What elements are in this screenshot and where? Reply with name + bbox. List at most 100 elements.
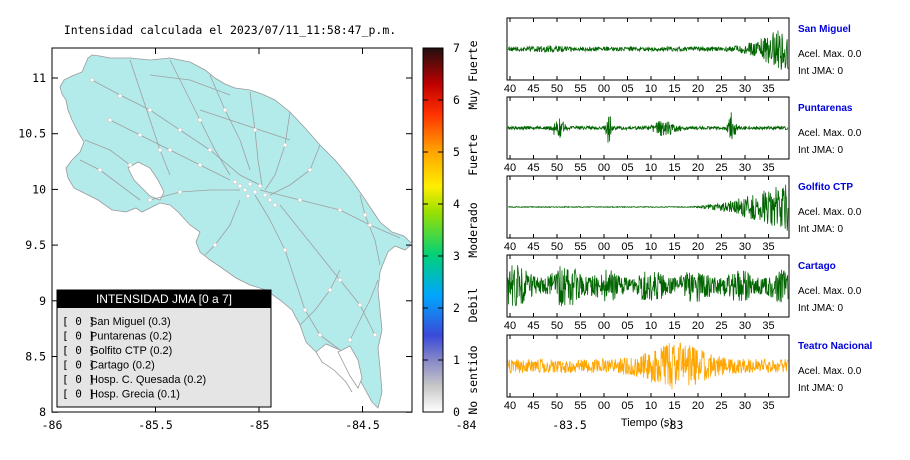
waveform-x-tick-label: 55 [574, 400, 586, 412]
waveform-x-tick-label: 35 [762, 400, 774, 412]
waveform-x-tick-label: 30 [739, 162, 751, 174]
map-x-tick-label: -84.5 [345, 418, 380, 432]
map-x-tick-label: -83 [663, 418, 684, 432]
map-y-tick-label: 10 [32, 182, 46, 196]
legend-item-level: [ 0 ] [62, 388, 95, 401]
waveform-x-tick-label: 50 [551, 83, 563, 95]
map-y-tick-label: 8.5 [25, 350, 46, 364]
intensity-colorbar [422, 47, 444, 413]
waveform-x-tick-label: 50 [551, 241, 563, 253]
legend-item-name: Hosp. C. Quesada (0.2) [90, 374, 206, 386]
waveform-x-tick-label: 05 [621, 400, 633, 412]
map-y-axis: 11 10.5 10 9.5 9 8.5 8 [18, 71, 412, 419]
waveform-x-tick-label: 20 [692, 400, 704, 412]
colorbar-category-label: Moderado [466, 202, 480, 257]
legend-title: INTENSIDAD JMA [0 a 7] [96, 292, 232, 306]
waveform-x-tick-label: 25 [715, 320, 727, 332]
road-network [79, 59, 401, 351]
waveform-panels: 40 45 50 55 00 05 10 15 20 25 30 35 San Miguel Acel. … [504, 17, 872, 412]
colorbar-ticks: 0 1 2 3 4 5 6 7 [423, 41, 460, 419]
station-jma-intensity: Int JMA: 0 [798, 383, 843, 394]
legend-item-name: Puntarenas (0.2) [90, 331, 172, 343]
map-x-tick-label: -86 [42, 418, 63, 432]
station-jma-intensity: Int JMA: 0 [798, 224, 843, 235]
costa-rica-land [59, 54, 413, 409]
waveform-x-tick-label: 00 [598, 320, 610, 332]
legend-item-level: [ 0 ] [62, 359, 95, 372]
waveform-panel: 40 45 50 55 00 05 10 15 20 25 30 35 Golfito CTP Acel.… [504, 175, 862, 253]
station-accel-max: Acel. Max. 0.0 [798, 49, 862, 60]
waveform-x-tick-label: 55 [574, 241, 586, 253]
intensity-legend: INTENSIDAD JMA [0 a 7] [ 0 ]San Miguel (… [56, 289, 272, 408]
colorbar-category-label: Muy Fuerte [466, 40, 480, 109]
colorbar-labels: No sentido Debil Moderado Fuerte Muy Fuerte [466, 40, 480, 414]
waveform-x-tick-label: 50 [551, 320, 563, 332]
map-x-axis: -86 -85.5 -85 -84.5 -84 -83.5 -83 [42, 48, 684, 432]
waveform-trace [507, 30, 789, 70]
station-name: San Miguel [798, 24, 851, 35]
waveform-x-tick-label: 30 [739, 83, 751, 95]
waveform-x-tick-label: 20 [692, 320, 704, 332]
waveform-trace [507, 112, 789, 143]
waveform-x-tick-label: 00 [598, 83, 610, 95]
waveform-panel: 40 45 50 55 00 05 10 15 20 25 30 35 Teatro Nacional A… [504, 334, 872, 412]
colorbar-tick-label: 6 [453, 93, 460, 107]
station-jma-intensity: Int JMA: 0 [798, 303, 843, 314]
waveform-panel: 40 45 50 55 00 05 10 15 20 25 30 35 Puntarenas Acel. … [504, 96, 862, 174]
colorbar-category-label: No sentido [466, 345, 480, 414]
station-name: Cartago [798, 261, 836, 272]
colorbar-tick-label: 3 [453, 249, 460, 263]
waveform-x-tick-label: 40 [504, 241, 516, 253]
waveform-x-tick-label: 05 [621, 241, 633, 253]
waveform-x-tick-label: 30 [739, 400, 751, 412]
waveform-panel: 40 45 50 55 00 05 10 15 20 25 30 35 San Miguel Acel. … [504, 17, 862, 95]
station-accel-max: Acel. Max. 0.0 [798, 207, 862, 218]
waveform-x-tick-label: 15 [668, 241, 680, 253]
waveform-x-tick-label: 45 [527, 83, 539, 95]
waveform-x-tick-label: 45 [527, 241, 539, 253]
osa-peninsula-coast [315, 351, 353, 393]
station-name: Puntarenas [798, 103, 853, 114]
waveform-x-tick-label: 20 [692, 162, 704, 174]
legend-item-level: [ 0 ] [62, 330, 95, 343]
colorbar-tick-label: 2 [453, 301, 460, 315]
waveform-trace [507, 265, 789, 307]
map-title: Intensidad calculada el 2023/07/11_11:58… [64, 23, 396, 37]
waveform-x-tick-label: 50 [551, 162, 563, 174]
waveform-x-tick-label: 30 [739, 241, 751, 253]
waveform-x-tick-label: 10 [645, 83, 657, 95]
station-accel-max: Acel. Max. 0.0 [798, 286, 862, 297]
waveform-x-tick-label: 30 [739, 320, 751, 332]
waveform-x-tick-label: 15 [668, 320, 680, 332]
legend-header [57, 290, 271, 308]
colorbar-tick-label: 1 [453, 353, 460, 367]
colorbar-category-label: Fuerte [466, 134, 480, 176]
waveform-x-tick-label: 10 [645, 162, 657, 174]
waveform-x-tick-label: 45 [527, 162, 539, 174]
colorbar-tick-label: 7 [453, 41, 460, 55]
waveform-x-tick-label: 55 [574, 162, 586, 174]
waveform-x-tick-label: 35 [762, 83, 774, 95]
waveform-x-tick-label: 05 [621, 83, 633, 95]
legend-item-name: Golfito CTP (0.2) [90, 345, 172, 357]
map-x-tick-label: -85 [249, 418, 270, 432]
waveform-x-tick-label: 25 [715, 241, 727, 253]
waveform-trace [507, 342, 789, 390]
time-axis-label: Tiempo (s) [621, 417, 673, 429]
map-y-tick-label: 10.5 [18, 127, 46, 141]
legend-items: [ 0 ]San Miguel (0.3)[ 0 ]Puntarenas (0.… [62, 315, 206, 401]
waveform-x-tick-label: 10 [645, 400, 657, 412]
waveform-x-tick-label: 25 [715, 83, 727, 95]
waveform-x-tick-label: 05 [621, 162, 633, 174]
map-y-tick-label: 9 [39, 294, 46, 308]
waveform-x-tick-label: 35 [762, 162, 774, 174]
station-jma-intensity: Int JMA: 0 [798, 145, 843, 156]
station-accel-max: Acel. Max. 0.0 [798, 128, 862, 139]
station-accel-max: Acel. Max. 0.0 [798, 366, 862, 377]
waveform-x-tick-label: 15 [668, 162, 680, 174]
waveform-x-tick-label: 55 [574, 320, 586, 332]
colorbar-category-label: Debil [466, 288, 480, 323]
waveform-x-tick-label: 15 [668, 83, 680, 95]
waveform-trace [507, 184, 789, 231]
